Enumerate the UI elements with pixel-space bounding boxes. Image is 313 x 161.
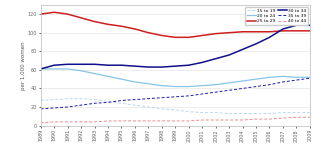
Legend: 15 to 19, 20 to 24, 25 to 29, 30 to 34, 35 to 39, 40 to 44: 15 to 19, 20 to 24, 25 to 29, 30 to 34, … [245, 7, 308, 25]
Y-axis label: per 1,000 women: per 1,000 women [22, 41, 27, 90]
